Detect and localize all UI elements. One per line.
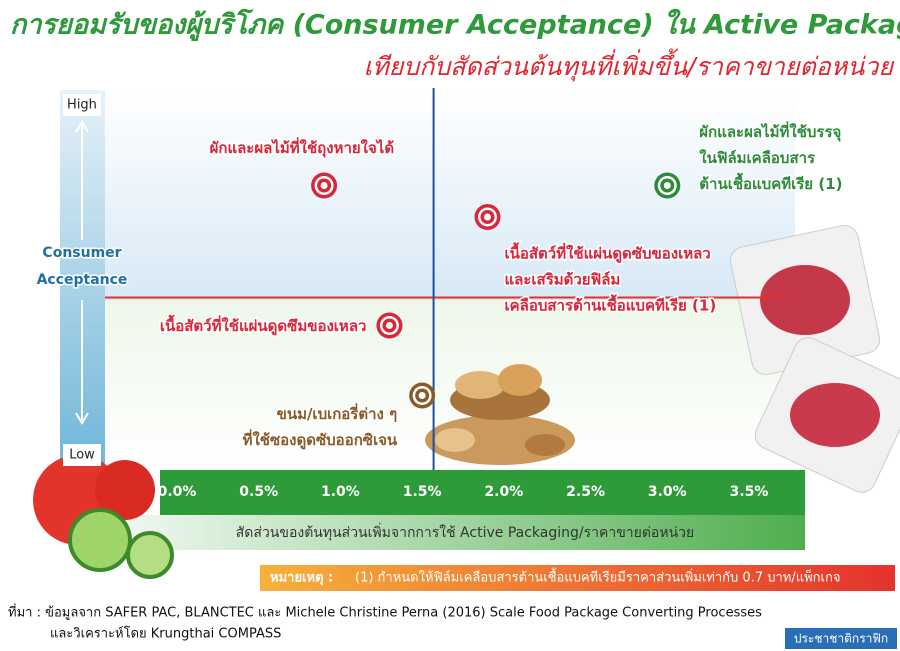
bread-basket [425,364,575,465]
source: ที่มา : ข้อมูลจาก SAFER PAC, BLANCTEC แล… [8,604,762,621]
y-tick-box [63,94,101,116]
point-label: ในฟิล์มเคลือบสาร [699,149,816,167]
x-tick-label: 0.0% [158,484,197,500]
point-label: ต้านเชื้อแบคทีเรีย (1) [699,172,842,193]
note-text: (1) กำหนดให้ฟิล์มเคลือบสารต้านเชื้อแบคที… [355,568,840,586]
x-tick-label: 1.5% [403,484,442,500]
x-axis-label: สัดส่วนของต้นทุนส่วนเพิ่มจากการใช้ Activ… [236,523,694,541]
y-arrows [75,120,89,425]
point-label: ผักและผลไม้ที่ใช้บรรจุ [699,121,841,142]
x-label-band [60,515,805,550]
point-ring [663,182,671,189]
credit-box [785,628,897,649]
point [474,204,501,230]
point [311,172,338,199]
x-tick-label: 1.0% [321,484,360,500]
y-axis-label: Acceptance [37,272,128,288]
note-heading: หมายเหตุ : [270,571,333,586]
point-label: และเสริมด้วยฟิล์ม [505,271,621,289]
source: และวิเคราะห์โดย Krungthai COMPASS [50,626,281,642]
y-axis-label: Consumer [42,245,121,261]
point [409,382,436,409]
y-tick-label: Low [69,448,95,463]
point [654,172,681,199]
point [376,312,403,339]
point-label: เนื้อสัตว์ที่ใช้แผ่นดูดซับของเหลว [505,242,711,264]
point-ring [484,213,492,221]
y-tick-label: High [67,98,97,113]
point-ring [320,182,328,189]
x-band [160,470,805,515]
vegetables [33,455,174,579]
x-tick-label: 3.0% [648,484,687,500]
point-ring [385,322,393,329]
upper-zone [105,90,795,300]
x-tick-label: 0.5% [239,484,278,500]
point-label: ขนม/เบเกอรี่ต่าง ๆ [277,403,398,423]
point-label: ผักและผลไม้ที่ใช้ถุงหายใจได้ [210,137,395,158]
point-label: เนื้อสัตว์ที่ใช้แผ่นดูดซึมของเหลว [160,314,367,336]
x-tick-label: 3.5% [730,484,769,500]
note-bar [260,565,895,591]
subtitle: เทียบกับสัดส่วนต้นทุนที่เพิ่มขึ้น/ราคาขา… [364,48,896,82]
point-ring [418,392,426,399]
point-label: ที่ใช้ซองดูดซับออกซิเจน [243,429,398,450]
title: การยอมรับของผู้บริโภค (Consumer Acceptan… [10,8,900,42]
x-tick-label: 2.0% [484,484,523,500]
x-tick-label: 2.5% [566,484,605,500]
y-tick-box [63,444,101,466]
credit: ประชาชาติกราฟิก [794,632,888,646]
meat-trays [730,225,900,493]
point-label: เคลือบสารต้านเชื้อแบคทีเรีย (1) [505,294,717,315]
